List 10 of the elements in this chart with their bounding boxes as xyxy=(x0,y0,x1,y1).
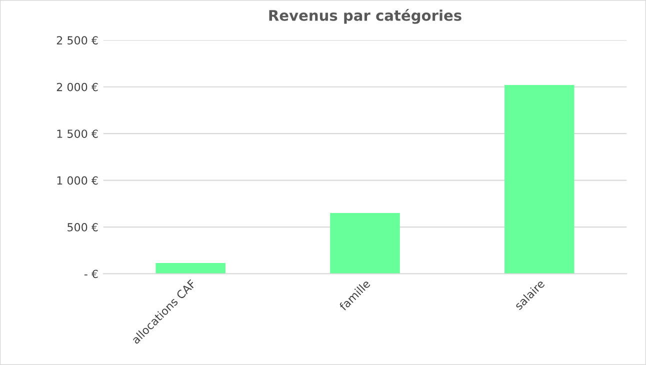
y-tick-label: 2 000 € xyxy=(56,82,98,92)
y-tick-label: 500 € xyxy=(68,223,98,232)
bar xyxy=(330,213,400,274)
chart-title: Revenus par catégories xyxy=(269,9,462,24)
y-tick-label: 2 500 € xyxy=(56,36,98,45)
y-tick-label: 1 500 € xyxy=(57,130,98,138)
bar xyxy=(504,85,574,274)
y-tick-label: 1 000 € xyxy=(57,176,98,185)
y-tick-label: - € xyxy=(84,270,98,278)
bar xyxy=(156,263,226,274)
